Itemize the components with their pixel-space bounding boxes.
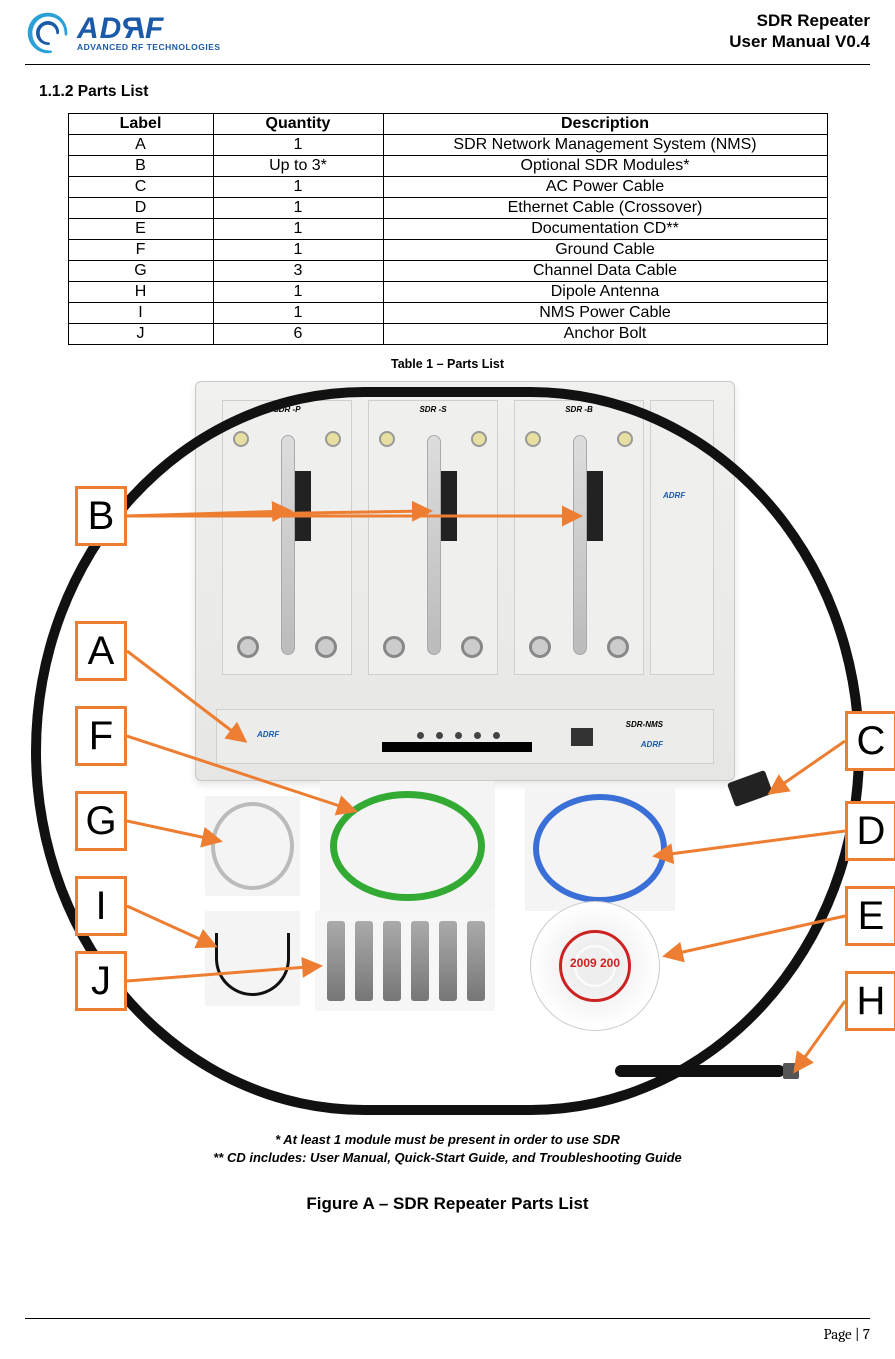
table-cell: J <box>68 324 213 345</box>
table-cell: D <box>68 198 213 219</box>
label-box-B: B <box>75 486 127 546</box>
table-cell: 1 <box>213 135 383 156</box>
photo-nms-power-cable <box>205 911 300 1006</box>
table-cell: G <box>68 261 213 282</box>
table-header-row: Label Quantity Description <box>68 114 827 135</box>
footnotes: * At least 1 module must be present in o… <box>25 1131 870 1166</box>
table-cell: E <box>68 219 213 240</box>
page-footer: Page | 7 <box>25 1318 870 1343</box>
doc-title: SDR Repeater User Manual V0.4 <box>729 10 870 53</box>
table-cell: SDR Network Management System (NMS) <box>383 135 827 156</box>
photo-dipole-antenna <box>615 1065 785 1077</box>
table-cell: Anchor Bolt <box>383 324 827 345</box>
logo-subtitle: ADVANCED RF TECHNOLOGIES <box>77 42 221 52</box>
table-cell: Documentation CD** <box>383 219 827 240</box>
col-header-desc: Description <box>383 114 827 135</box>
table-cell: Channel Data Cable <box>383 261 827 282</box>
label-box-G: G <box>75 791 127 851</box>
logo-text: ADRF <box>77 15 221 42</box>
table-cell: F <box>68 240 213 261</box>
figure-area: SDR -P SDR -S SDR -B ADRF <box>25 381 870 1121</box>
table-cell: 1 <box>213 219 383 240</box>
table-row: BUp to 3*Optional SDR Modules* <box>68 156 827 177</box>
doc-title-line1: SDR Repeater <box>729 10 870 31</box>
label-box-J: J <box>75 951 127 1011</box>
table-row: C1AC Power Cable <box>68 177 827 198</box>
label-box-A: A <box>75 621 127 681</box>
label-box-I: I <box>75 876 127 936</box>
footnote-2: ** CD includes: User Manual, Quick-Start… <box>25 1149 870 1167</box>
table-row: A1SDR Network Management System (NMS) <box>68 135 827 156</box>
table-cell: C <box>68 177 213 198</box>
page-number: Page | 7 <box>824 1325 870 1343</box>
table-cell: 1 <box>213 282 383 303</box>
label-box-D: D <box>845 801 895 861</box>
table-caption: Table 1 – Parts List <box>25 357 870 371</box>
table-cell: 1 <box>213 303 383 324</box>
label-box-F: F <box>75 706 127 766</box>
table-cell: 1 <box>213 177 383 198</box>
col-header-qty: Quantity <box>213 114 383 135</box>
doc-title-line2: User Manual V0.4 <box>729 31 870 52</box>
table-cell: Optional SDR Modules* <box>383 156 827 177</box>
table-row: G3Channel Data Cable <box>68 261 827 282</box>
parts-table: Label Quantity Description A1SDR Network… <box>68 113 828 345</box>
table-cell: Ethernet Cable (Crossover) <box>383 198 827 219</box>
cd-text: 2009 200 <box>531 956 659 970</box>
photo-anchor-bolts <box>315 911 495 1011</box>
label-box-H: H <box>845 971 895 1031</box>
table-cell: Up to 3* <box>213 156 383 177</box>
table-cell: 1 <box>213 240 383 261</box>
table-row: E1Documentation CD** <box>68 219 827 240</box>
label-box-E: E <box>845 886 895 946</box>
photo-documentation-cd: 2009 200 <box>530 901 660 1031</box>
table-cell: I <box>68 303 213 324</box>
table-cell: Ground Cable <box>383 240 827 261</box>
section-heading: 1.1.2 Parts List <box>39 83 870 101</box>
footnote-1: * At least 1 module must be present in o… <box>25 1131 870 1149</box>
table-cell: NMS Power Cable <box>383 303 827 324</box>
table-cell: 1 <box>213 198 383 219</box>
logo: ADRF ADVANCED RF TECHNOLOGIES <box>25 10 221 56</box>
table-cell: 6 <box>213 324 383 345</box>
logo-swirl-icon <box>25 10 71 56</box>
table-row: I1NMS Power Cable <box>68 303 827 324</box>
table-cell: 3 <box>213 261 383 282</box>
col-header-label: Label <box>68 114 213 135</box>
table-cell: A <box>68 135 213 156</box>
table-cell: H <box>68 282 213 303</box>
label-box-C: C <box>845 711 895 771</box>
table-row: D1Ethernet Cable (Crossover) <box>68 198 827 219</box>
table-cell: AC Power Cable <box>383 177 827 198</box>
figure-caption: Figure A – SDR Repeater Parts List <box>25 1194 870 1214</box>
table-cell: B <box>68 156 213 177</box>
table-cell: Dipole Antenna <box>383 282 827 303</box>
page-header: ADRF ADVANCED RF TECHNOLOGIES SDR Repeat… <box>25 10 870 65</box>
table-row: J6Anchor Bolt <box>68 324 827 345</box>
table-row: F1Ground Cable <box>68 240 827 261</box>
table-row: H1Dipole Antenna <box>68 282 827 303</box>
